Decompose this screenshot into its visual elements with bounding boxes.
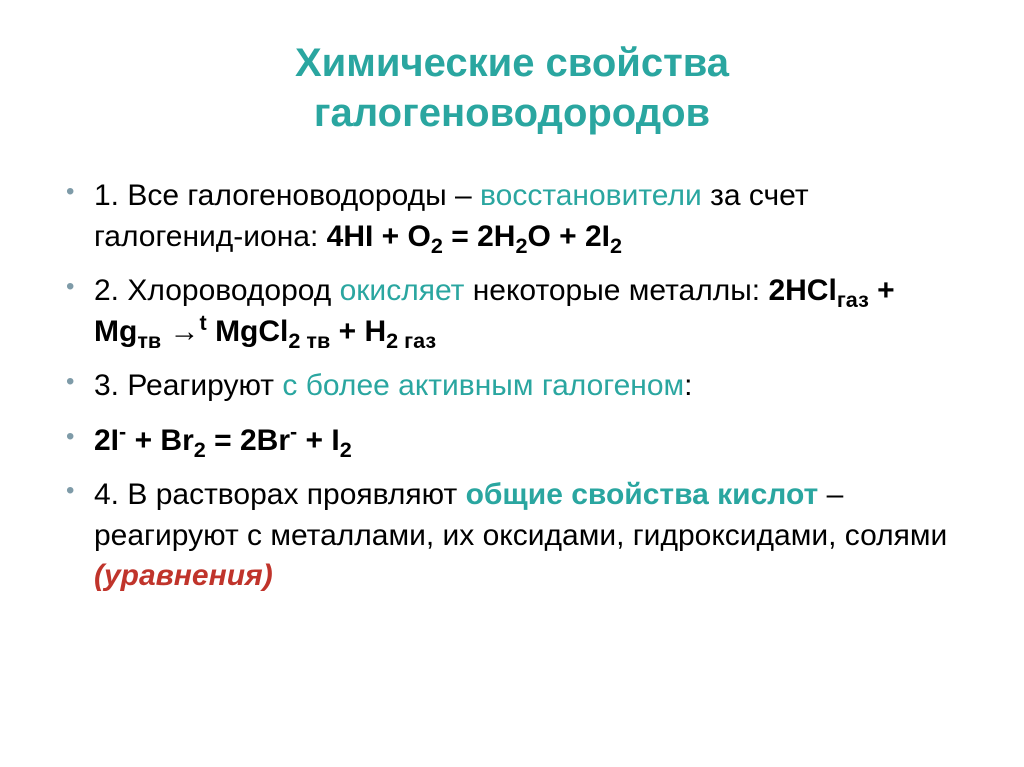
list-item: 4. В растворах проявляют общие свойства …	[60, 475, 964, 597]
highlight-term: окисляет	[340, 274, 465, 307]
accent-term: (уравнения)	[94, 559, 273, 592]
list-item: 2I- + Br2 = 2Br- + I2	[60, 421, 964, 462]
equation: 4HI + O2 = 2H2O + 2I2	[327, 220, 622, 253]
highlight-term: общие свойства кислот	[466, 478, 819, 511]
title-line-2: галогеноводородов	[314, 91, 710, 135]
text: 2. Хлороводород	[94, 274, 340, 307]
text: 4. В растворах проявляют	[94, 478, 466, 511]
highlight-term: с более активным галогеном	[282, 369, 684, 402]
list-item: 1. Все галогеноводороды – восстановители…	[60, 176, 964, 257]
list-item: 3. Реагируют с более активным галогеном:	[60, 366, 964, 407]
text: :	[684, 369, 692, 402]
slide-title: Химические свойства галогеноводородов	[60, 38, 964, 138]
text: 3. Реагируют	[94, 369, 282, 402]
list-item: 2. Хлороводород окисляет некоторые метал…	[60, 271, 964, 352]
equation: 2I- + Br2 = 2Br- + I2	[94, 424, 352, 457]
bullet-list: 1. Все галогеноводороды – восстановители…	[60, 176, 964, 597]
title-line-1: Химические свойства	[295, 41, 729, 85]
highlight-term: восстановители	[480, 179, 702, 212]
text: некоторые металлы:	[464, 274, 768, 307]
text: 1. Все галогеноводороды –	[94, 179, 480, 212]
